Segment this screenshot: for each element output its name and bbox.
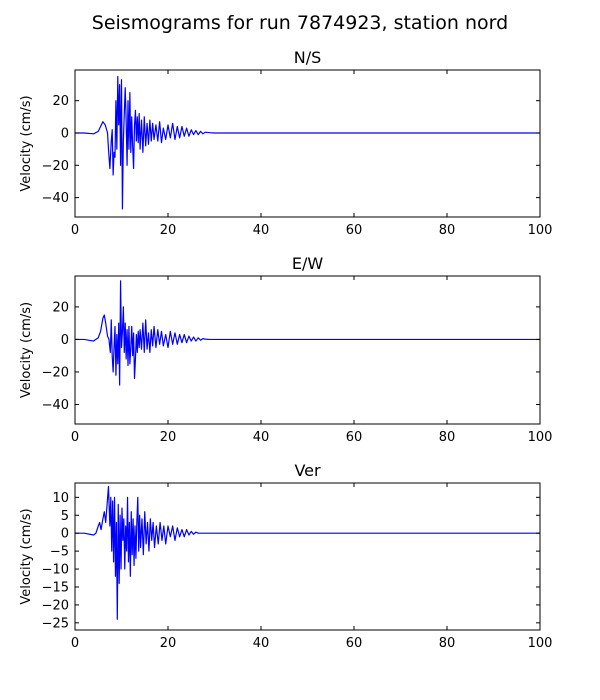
x-tick-label: 80 xyxy=(439,430,456,445)
y-tick-label: −25 xyxy=(42,616,69,631)
y-tick-label: −40 xyxy=(42,398,69,413)
x-tick-label: 100 xyxy=(528,636,553,651)
y-tick-label: −20 xyxy=(42,598,69,613)
x-tick-label: 0 xyxy=(71,430,79,445)
y-tick-label: −40 xyxy=(42,191,69,206)
x-tick-label: 40 xyxy=(253,430,270,445)
y-tick-label: −20 xyxy=(42,159,69,174)
subplot-0: N/S 0 20 40 60 80 100 −40 −20 0 20 Velocity (cm/s) xyxy=(19,48,552,238)
y-tick-label: 20 xyxy=(52,300,69,315)
x-tick-label: 40 xyxy=(253,223,270,238)
figure-title: Seismograms for run 7874923, station nor… xyxy=(92,12,508,34)
y-axis-label: Velocity (cm/s) xyxy=(19,302,34,398)
y-axis-label: Velocity (cm/s) xyxy=(19,95,34,191)
subplot-title: N/S xyxy=(294,48,322,67)
y-tick-label: −20 xyxy=(42,365,69,380)
y-tick-label: −10 xyxy=(42,563,69,578)
y-tick-label: 0 xyxy=(61,527,69,542)
y-tick-label: 0 xyxy=(61,127,69,142)
x-tick-label: 100 xyxy=(528,223,553,238)
x-tick-label: 60 xyxy=(346,430,363,445)
x-tick-label: 20 xyxy=(160,223,177,238)
subplot-1: E/W 0 20 40 60 80 100 −40 −20 0 20 Velocity (cm/s) xyxy=(19,254,552,445)
subplot-title: E/W xyxy=(292,254,324,273)
x-tick-label: 80 xyxy=(439,223,456,238)
x-tick-label: 0 xyxy=(71,223,79,238)
y-tick-label: −5 xyxy=(50,545,69,560)
x-tick-label: 20 xyxy=(160,430,177,445)
axes-frame xyxy=(74,69,541,218)
x-tick-label: 60 xyxy=(346,636,363,651)
y-tick-label: 10 xyxy=(52,491,69,506)
y-tick-label: 0 xyxy=(61,333,69,348)
x-tick-label: 0 xyxy=(71,636,79,651)
subplot-2: Ver 0 20 40 60 80 100 −25 −20 −15 −10 −5 0 5 10 Velocit… xyxy=(19,461,552,651)
seismogram-line xyxy=(75,75,540,210)
y-tick-label: 5 xyxy=(61,509,69,524)
x-tick-label: 100 xyxy=(528,430,553,445)
y-axis-label: Velocity (cm/s) xyxy=(19,508,34,604)
x-tick-label: 40 xyxy=(253,636,270,651)
seismogram-line xyxy=(75,280,540,386)
seismogram-line xyxy=(75,485,540,620)
axes-frame xyxy=(74,275,541,425)
subplot-title: Ver xyxy=(294,461,321,480)
x-tick-label: 60 xyxy=(346,223,363,238)
x-tick-label: 20 xyxy=(160,636,177,651)
y-tick-label: 20 xyxy=(52,94,69,109)
axes-frame xyxy=(74,482,541,631)
x-tick-label: 80 xyxy=(439,636,456,651)
y-tick-label: −15 xyxy=(42,580,69,595)
